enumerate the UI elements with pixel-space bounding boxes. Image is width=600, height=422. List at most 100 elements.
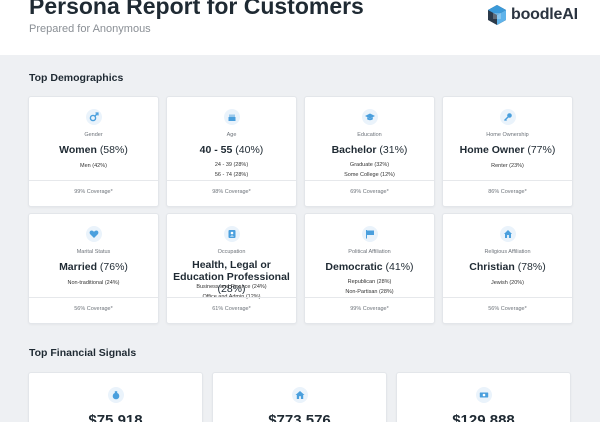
card-primary-value: Christian (78%)	[443, 261, 572, 273]
card-primary-label: Women	[59, 144, 97, 156]
financial-value: $75,918	[88, 412, 143, 422]
card-secondary-item: Renter (23%)	[491, 163, 524, 169]
card-secondary-values: Business and Finance (24%) Office and Adm…	[167, 282, 296, 302]
money-bag-icon-glyph	[112, 391, 120, 400]
card-label: Occupation	[217, 249, 246, 255]
card-primary-value: Democratic (41%)	[305, 261, 434, 273]
card-secondary-values: Renter (23%)	[443, 161, 572, 171]
card-primary-percent: (40%)	[235, 144, 264, 156]
heart-icon-glyph	[89, 230, 99, 238]
card-divider	[29, 297, 158, 298]
card-coverage: 86% Coverage*	[488, 189, 527, 195]
card-primary-label: Bachelor	[331, 144, 377, 156]
card-primary-value: Health, Legal or Education Professional (…	[167, 259, 296, 295]
money-bill-icon-glyph	[479, 392, 489, 398]
demographic-card[interactable]: Political Affiliation Democratic (41%) Rep…	[305, 214, 434, 323]
card-secondary-values: Graduate (32%) Some College (12%)	[305, 160, 434, 180]
card-secondary-item: Jewish (20%)	[490, 280, 524, 286]
demographic-card[interactable]: Education Bachelor (31%) Graduate (32%) Som…	[305, 97, 434, 206]
graduation-cap-icon-glyph	[365, 113, 375, 121]
person-badge-icon	[224, 226, 240, 242]
card-primary-label: Married	[59, 261, 97, 273]
card-primary-percent: (58%)	[99, 144, 128, 156]
key-icon	[500, 109, 516, 125]
demographic-card[interactable]: Occupation Health, Legal or Education Prof…	[167, 214, 296, 323]
card-primary-value: 40 - 55 (40%)	[167, 144, 296, 156]
card-primary-value: Home Owner (77%)	[443, 144, 572, 156]
card-secondary-item: 24 - 39 (28%)	[214, 162, 249, 168]
boodleai-cube-icon	[488, 5, 506, 25]
card-secondary-item: Republican (28%)	[347, 279, 392, 285]
card-primary-label: Christian	[469, 261, 515, 273]
card-label: Religious Affiliation	[484, 249, 531, 255]
card-divider	[167, 297, 296, 298]
card-primary-percent: (77%)	[527, 144, 556, 156]
birthday-cake-icon	[224, 109, 240, 125]
page-title: Persona Report for Customers	[29, 0, 364, 19]
financial-value: $773,576	[268, 412, 331, 422]
logo-text: boodleAI	[511, 6, 578, 23]
card-coverage: 56% Coverage*	[488, 306, 527, 312]
boodleai-logo[interactable]: boodleAI	[487, 3, 578, 27]
card-secondary-item: 56 - 74 (28%)	[214, 172, 249, 178]
card-secondary-item: Non-Partisan (28%)	[345, 289, 394, 295]
flag-icon-glyph	[366, 230, 374, 239]
house-icon-glyph	[295, 391, 305, 399]
demographic-card[interactable]: Religious Affiliation Christian (78%) Jewi…	[443, 214, 572, 323]
card-primary-label: Home Owner	[459, 144, 525, 156]
card-primary-value: Women (58%)	[29, 144, 158, 156]
card-label: Age	[226, 132, 237, 138]
section-title-financial: Top Financial Signals	[29, 347, 137, 359]
person-badge-icon-glyph	[228, 230, 236, 238]
card-secondary-values: Republican (28%) Non-Partisan (28%)	[305, 277, 434, 297]
gender-icon	[86, 109, 102, 125]
card-primary-percent: (76%)	[99, 261, 128, 273]
card-divider	[443, 180, 572, 181]
place-of-worship-icon	[500, 226, 516, 242]
card-coverage: 99% Coverage*	[350, 306, 389, 312]
card-divider	[443, 297, 572, 298]
page-subtitle: Prepared for Anonymous	[29, 23, 151, 35]
card-divider	[167, 180, 296, 181]
key-icon-glyph	[504, 113, 512, 121]
card-secondary-values: 24 - 39 (28%) 56 - 74 (28%)	[167, 160, 296, 180]
card-label: Political Affiliation	[348, 249, 391, 255]
section-title-demographics: Top Demographics	[29, 72, 124, 84]
card-coverage: 61% Coverage*	[212, 306, 251, 312]
demographic-card[interactable]: Marital Status Married (76%) Non-tradition…	[29, 214, 158, 323]
card-label: Marital Status	[76, 249, 111, 255]
card-primary-label: 40 - 55	[199, 144, 233, 156]
card-coverage: 69% Coverage*	[350, 189, 389, 195]
heart-icon	[86, 226, 102, 242]
card-secondary-item: Non-traditional (24%)	[67, 280, 120, 286]
financial-value: $129,888	[452, 412, 515, 422]
card-secondary-values: Non-traditional (24%)	[29, 278, 158, 288]
card-label: Home Ownership	[486, 132, 529, 138]
card-primary-line: Education Professional	[173, 271, 290, 283]
financial-signal-card[interactable]: $773,576	[213, 373, 386, 422]
money-bill-icon	[476, 387, 492, 403]
card-secondary-item: Some College (12%)	[344, 172, 395, 178]
card-label: Gender	[84, 132, 103, 138]
card-coverage: 98% Coverage*	[212, 189, 251, 195]
financial-signal-card[interactable]: $75,918	[29, 373, 202, 422]
demographic-card[interactable]: Home Ownership Home Owner (77%) Renter (23…	[443, 97, 572, 206]
card-coverage: 56% Coverage*	[74, 306, 113, 312]
card-secondary-item: Business and Finance (24%)	[196, 284, 267, 290]
card-coverage: 99% Coverage*	[74, 189, 113, 195]
gender-icon-glyph	[89, 112, 99, 122]
card-primary-value: Bachelor (31%)	[305, 144, 434, 156]
report-header: Persona Report for Customers Prepared fo…	[0, 0, 600, 55]
birthday-cake-icon-glyph	[228, 114, 236, 121]
card-divider	[29, 180, 158, 181]
card-secondary-values: Jewish (20%)	[443, 278, 572, 288]
money-bag-icon	[108, 387, 124, 403]
card-divider	[305, 180, 434, 181]
graduation-cap-icon	[362, 109, 378, 125]
financial-signal-card[interactable]: $129,888	[397, 373, 570, 422]
demographic-card[interactable]: Age 40 - 55 (40%) 24 - 39 (28%) 56 - 74 (28…	[167, 97, 296, 206]
flag-icon	[362, 226, 378, 242]
card-label: Education	[357, 132, 382, 138]
card-primary-label: Democratic	[325, 261, 383, 273]
demographic-card[interactable]: Gender Women (58%) Men (42%) 99% Coverage*	[29, 97, 158, 206]
